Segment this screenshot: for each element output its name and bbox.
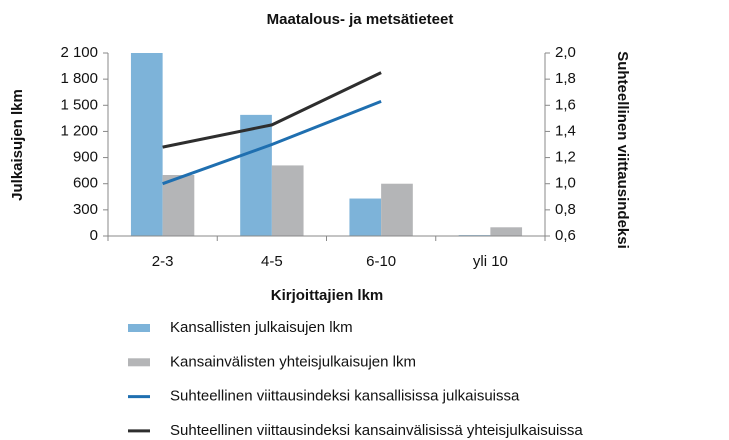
y-tick-label: 300 xyxy=(73,201,98,218)
y2-tick-label: 1,2 xyxy=(555,149,576,166)
y-tick-label: 1 500 xyxy=(60,96,98,113)
line xyxy=(162,71,382,149)
y2-tick-label: 1,4 xyxy=(555,122,576,139)
bar xyxy=(162,175,195,236)
x-tick-label: 2-3 xyxy=(152,253,174,270)
y2-tick-label: 1,6 xyxy=(555,96,576,113)
legend-label: Suhteellinen viittausindeksi kansallisis… xyxy=(170,388,520,405)
line xyxy=(162,99,382,186)
legend-label: Suhteellinen viittausindeksi kansainväli… xyxy=(170,422,583,439)
legend-swatch xyxy=(128,358,150,367)
x-tick-label: 4-5 xyxy=(261,253,283,270)
bar xyxy=(490,227,523,236)
bar xyxy=(271,165,304,236)
y2-tick-label: 1,8 xyxy=(555,70,576,87)
chart-title: Maatalous- ja metsätieteet xyxy=(267,11,454,28)
y2-tick-label: 0,8 xyxy=(555,201,576,218)
x-axis-label: Kirjoittajien lkm xyxy=(271,287,384,304)
x-tick-label: 6-10 xyxy=(366,253,396,270)
y-tick-label: 1 200 xyxy=(60,122,98,139)
y-tick-label: 2 100 xyxy=(60,44,98,61)
x-tick-label: yli 10 xyxy=(473,253,508,270)
y2-tick-label: 1,0 xyxy=(555,175,576,192)
legend-label: Kansallisten julkaisujen lkm xyxy=(170,319,353,336)
y-tick-label: 600 xyxy=(73,175,98,192)
bar xyxy=(130,53,163,236)
y-tick-label: 900 xyxy=(73,149,98,166)
legend-swatch xyxy=(128,324,150,332)
bar xyxy=(240,114,272,236)
y2-tick-label: 0,6 xyxy=(555,227,576,244)
bar xyxy=(349,198,382,236)
y2-axis-label: Suhteellinen viittausindeksi xyxy=(614,51,631,249)
y-tick-label: 1 800 xyxy=(60,70,98,87)
bar xyxy=(381,183,413,236)
legend-label: Kansainvälisten yhteisjulkaisujen lkm xyxy=(170,353,416,370)
y-tick-label: 0 xyxy=(90,227,98,244)
y-axis-label: Julkaisujen lkm xyxy=(9,89,26,201)
y2-tick-label: 2,0 xyxy=(555,44,576,61)
